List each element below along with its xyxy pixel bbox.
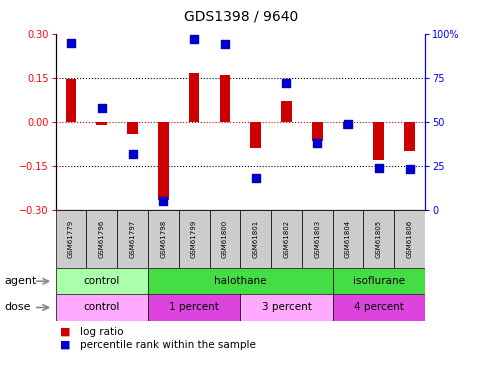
Text: ■: ■ bbox=[60, 340, 71, 350]
Bar bbox=[394, 210, 425, 268]
Point bbox=[252, 175, 259, 181]
Bar bbox=[333, 294, 425, 321]
Bar bbox=[241, 210, 271, 268]
Bar bbox=[96, 122, 107, 125]
Text: halothane: halothane bbox=[214, 276, 267, 286]
Text: GSM61796: GSM61796 bbox=[99, 220, 105, 258]
Text: 3 percent: 3 percent bbox=[261, 303, 312, 312]
Bar bbox=[179, 210, 210, 268]
Bar bbox=[271, 210, 302, 268]
Text: GSM61800: GSM61800 bbox=[222, 220, 228, 258]
Bar bbox=[342, 122, 354, 129]
Text: GDS1398 / 9640: GDS1398 / 9640 bbox=[185, 9, 298, 23]
Bar bbox=[364, 210, 394, 268]
Text: GSM61798: GSM61798 bbox=[160, 220, 166, 258]
Point bbox=[221, 41, 229, 47]
Bar bbox=[281, 101, 292, 122]
Bar bbox=[302, 210, 333, 268]
Bar bbox=[189, 74, 199, 122]
Text: 1 percent: 1 percent bbox=[169, 303, 219, 312]
Text: GSM61801: GSM61801 bbox=[253, 220, 259, 258]
Text: ■: ■ bbox=[60, 327, 71, 337]
Point bbox=[313, 140, 321, 146]
Text: GSM61805: GSM61805 bbox=[376, 220, 382, 258]
Bar bbox=[148, 268, 333, 294]
Text: GSM61803: GSM61803 bbox=[314, 220, 320, 258]
Bar bbox=[148, 294, 241, 321]
Bar bbox=[86, 210, 117, 268]
Text: dose: dose bbox=[5, 303, 31, 312]
Bar bbox=[333, 268, 425, 294]
Bar bbox=[250, 122, 261, 148]
Bar bbox=[241, 294, 333, 321]
Point bbox=[375, 165, 383, 171]
Text: 4 percent: 4 percent bbox=[354, 303, 404, 312]
Bar bbox=[158, 122, 169, 200]
Point bbox=[98, 105, 106, 111]
Bar bbox=[312, 122, 323, 141]
Point bbox=[67, 40, 75, 46]
Text: log ratio: log ratio bbox=[80, 327, 123, 337]
Point bbox=[344, 121, 352, 127]
Bar bbox=[127, 122, 138, 134]
Bar bbox=[66, 79, 76, 122]
Bar bbox=[117, 210, 148, 268]
Text: GSM61804: GSM61804 bbox=[345, 220, 351, 258]
Bar bbox=[56, 294, 148, 321]
Bar bbox=[333, 210, 364, 268]
Bar bbox=[210, 210, 240, 268]
Bar bbox=[56, 268, 148, 294]
Bar bbox=[56, 210, 86, 268]
Text: percentile rank within the sample: percentile rank within the sample bbox=[80, 340, 256, 350]
Bar bbox=[219, 75, 230, 122]
Text: control: control bbox=[84, 276, 120, 286]
Text: GSM61806: GSM61806 bbox=[407, 220, 412, 258]
Bar bbox=[373, 122, 384, 160]
Bar bbox=[404, 122, 415, 151]
Text: GSM61802: GSM61802 bbox=[284, 220, 289, 258]
Text: agent: agent bbox=[5, 276, 37, 286]
Point bbox=[406, 166, 413, 172]
Point bbox=[190, 36, 198, 42]
Text: control: control bbox=[84, 303, 120, 312]
Point bbox=[283, 80, 290, 86]
Text: GSM61779: GSM61779 bbox=[68, 220, 74, 258]
Bar bbox=[148, 210, 179, 268]
Point bbox=[159, 198, 167, 204]
Text: GSM61797: GSM61797 bbox=[129, 220, 136, 258]
Text: isoflurane: isoflurane bbox=[353, 276, 405, 286]
Text: GSM61799: GSM61799 bbox=[191, 220, 197, 258]
Point bbox=[128, 151, 136, 157]
